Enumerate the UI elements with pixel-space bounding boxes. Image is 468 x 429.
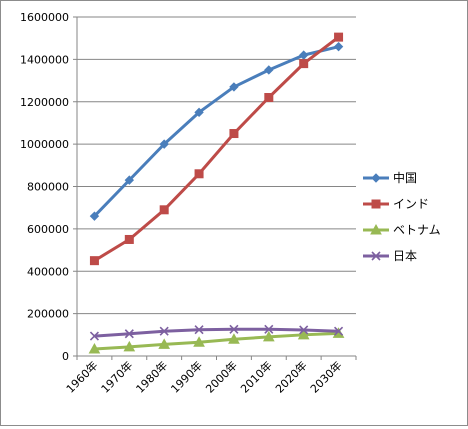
- y-tick-label: 400000: [27, 265, 69, 278]
- data-point: [158, 338, 171, 349]
- data-point: [228, 333, 240, 344]
- data-point: [333, 41, 344, 52]
- y-tick-label: 600000: [27, 223, 69, 236]
- data-point: [194, 169, 204, 179]
- data-point: [124, 329, 134, 339]
- legend-swatch-marker: [371, 251, 381, 261]
- x-tick-label: 2030年: [307, 358, 344, 395]
- gridlines: [77, 16, 356, 315]
- data-point: [333, 326, 344, 336]
- y-axis-ticks: 0 200000 400000 600000 800000 1000000 1200000 1…: [20, 11, 77, 363]
- series-layer: [88, 32, 345, 354]
- legend-label: ベトナム: [393, 223, 441, 237]
- x-tick-label: 1960年: [63, 358, 100, 395]
- legend-item: 日本: [363, 249, 417, 263]
- data-point: [229, 129, 239, 139]
- data-point: [264, 324, 274, 334]
- series-3: [89, 324, 344, 341]
- data-point: [264, 65, 274, 75]
- legend-label: 中国: [393, 170, 417, 185]
- legend-item: インド: [363, 197, 429, 211]
- x-tick-label: 1970年: [98, 358, 135, 395]
- y-tick-label: 1400000: [20, 53, 69, 66]
- data-point: [229, 324, 239, 334]
- y-tick-label: 1600000: [20, 11, 69, 24]
- series-2: [88, 327, 345, 354]
- legend-item: 中国: [363, 170, 417, 185]
- y-tick-label: 0: [62, 350, 69, 363]
- y-tick-label: 1200000: [20, 96, 69, 109]
- data-point: [89, 331, 100, 341]
- legend-label: インド: [393, 197, 429, 211]
- x-tick-label: 1990年: [168, 358, 205, 395]
- data-point: [123, 340, 136, 352]
- series-line: [94, 327, 339, 338]
- series-line: [93, 35, 340, 262]
- y-tick-label: 1000000: [20, 138, 69, 151]
- legend-swatch-marker: [371, 199, 381, 209]
- data-point: [229, 82, 239, 92]
- data-point: [89, 211, 100, 221]
- data-point: [297, 328, 310, 340]
- legend-swatch-marker: [371, 173, 381, 183]
- series-1: [89, 32, 344, 266]
- data-point: [264, 93, 274, 103]
- x-tick-label: 2010年: [237, 358, 274, 395]
- x-tick-label: 2020年: [272, 358, 309, 395]
- data-point: [299, 325, 309, 335]
- data-point: [124, 234, 134, 244]
- data-point: [334, 32, 344, 42]
- data-point: [299, 59, 309, 69]
- data-point: [159, 205, 169, 215]
- legend-item: ベトナム: [363, 223, 441, 237]
- data-point: [262, 330, 275, 342]
- x-tick-label: 1980年: [133, 358, 170, 395]
- data-point: [89, 256, 99, 266]
- data-point: [193, 336, 205, 347]
- series-line: [93, 45, 339, 218]
- legend-label: 日本: [393, 249, 417, 263]
- series-0: [89, 41, 344, 221]
- data-point: [88, 342, 101, 354]
- data-point: [124, 175, 135, 185]
- series-line: [94, 331, 339, 351]
- data-point: [159, 326, 169, 336]
- y-tick-label: 800000: [27, 181, 69, 194]
- data-point: [194, 107, 204, 118]
- legend-swatch-marker: [370, 223, 382, 235]
- data-point: [194, 325, 204, 335]
- data-point: [159, 139, 169, 149]
- y-tick-label: 200000: [27, 308, 69, 321]
- x-tick-label: 2000年: [203, 358, 240, 395]
